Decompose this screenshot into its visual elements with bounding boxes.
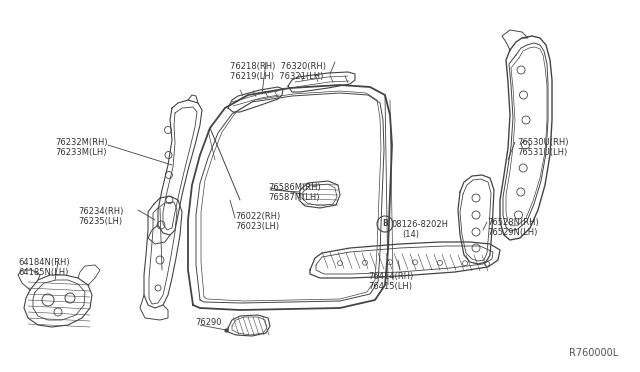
Text: 76219(LH)  76321(LH): 76219(LH) 76321(LH) — [230, 72, 323, 81]
Text: 76530U(RH): 76530U(RH) — [517, 138, 568, 147]
Text: 64185N(LH): 64185N(LH) — [18, 268, 68, 277]
Text: R760000L: R760000L — [569, 348, 618, 358]
Text: 76528N(RH): 76528N(RH) — [487, 218, 539, 227]
Text: 76290: 76290 — [195, 318, 221, 327]
Text: 08126-8202H: 08126-8202H — [392, 220, 449, 229]
Text: 76414(RH): 76414(RH) — [368, 272, 413, 281]
Text: 76233M(LH): 76233M(LH) — [55, 148, 106, 157]
Text: 76022(RH): 76022(RH) — [235, 212, 280, 221]
Text: 76023(LH): 76023(LH) — [235, 222, 279, 231]
Text: 76587M(LH): 76587M(LH) — [268, 193, 319, 202]
Text: 76235(LH): 76235(LH) — [78, 217, 122, 226]
Text: (14): (14) — [402, 230, 419, 239]
Text: 64184N(RH): 64184N(RH) — [18, 258, 70, 267]
Text: 76531U(LH): 76531U(LH) — [517, 148, 567, 157]
Text: 76234(RH): 76234(RH) — [78, 207, 124, 216]
Text: 76232M(RH): 76232M(RH) — [55, 138, 108, 147]
Text: B: B — [382, 219, 388, 228]
Text: 76529N(LH): 76529N(LH) — [487, 228, 538, 237]
Text: 76586M(RH): 76586M(RH) — [268, 183, 321, 192]
Text: 76415(LH): 76415(LH) — [368, 282, 412, 291]
Text: 76218(RH)  76320(RH): 76218(RH) 76320(RH) — [230, 62, 326, 71]
